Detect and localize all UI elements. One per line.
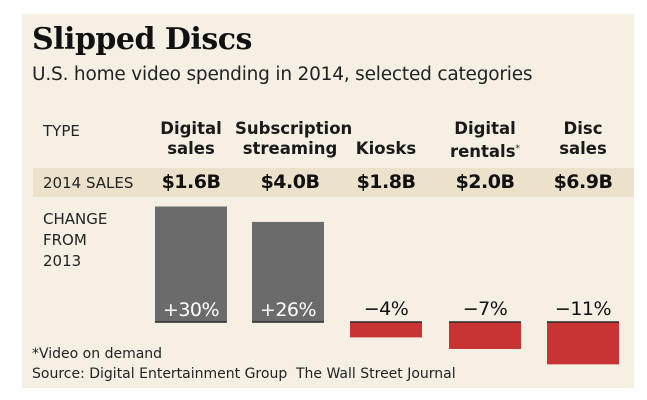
- bar-2: [350, 322, 422, 338]
- chart-subtitle: U.S. home video spending in 2014, select…: [32, 64, 533, 85]
- chart-panel: [22, 14, 634, 388]
- column-header-line: Digital: [160, 119, 222, 138]
- change-label-line: CHANGE: [43, 210, 108, 228]
- column-header-subscription-streaming: Subscription streaming: [235, 119, 353, 159]
- column-header-line: sales: [167, 139, 215, 158]
- sales-value-disc-sales: $6.9B: [553, 171, 613, 193]
- sales-row-band: [33, 168, 634, 197]
- bar-value-label-4: −11%: [555, 298, 611, 320]
- sales-row-label: 2014 SALES: [43, 174, 134, 192]
- column-header-digital-rentals: Digital rentals*: [430, 119, 540, 162]
- footnote-mark: *: [515, 144, 521, 154]
- column-header-line: Subscription: [235, 119, 353, 138]
- sales-value-subscription-streaming: $4.0B: [260, 171, 320, 193]
- column-header-line: streaming: [242, 139, 338, 158]
- change-label-line: 2013: [43, 252, 82, 270]
- column-header-kiosks: Kiosks: [331, 119, 441, 159]
- bar-value-label-2: −4%: [364, 298, 409, 320]
- sales-value-digital-sales: $1.6B: [161, 171, 221, 193]
- bar-1: [252, 221, 324, 322]
- column-header-line: Kiosks: [355, 139, 417, 158]
- credit: The Wall Street Journal: [296, 366, 456, 382]
- footnote: *Video on demand: [32, 346, 163, 362]
- sales-value-kiosks: $1.8B: [356, 171, 416, 193]
- change-row-label: CHANGE FROM 2013: [43, 209, 107, 272]
- bar-0: [155, 206, 227, 322]
- column-header-line: sales: [559, 139, 607, 158]
- bar-4: [547, 322, 619, 365]
- column-header-text: rentals: [449, 142, 516, 161]
- column-header-digital-sales: Digital sales: [136, 119, 246, 159]
- column-header-disc-sales: Disc sales: [528, 119, 638, 159]
- type-row-label: TYPE: [43, 122, 80, 140]
- column-header-line: Digital: [454, 119, 516, 138]
- bar-value-label-0: +30%: [163, 299, 219, 321]
- source-note: Source: Digital Entertainment Group: [32, 366, 288, 382]
- column-header-line: Disc: [563, 119, 603, 138]
- bar-value-label-3: −7%: [463, 298, 508, 320]
- bar-value-label-1: +26%: [260, 299, 316, 321]
- chart-title: Slipped Discs: [32, 22, 252, 57]
- change-label-line: FROM: [43, 231, 87, 249]
- column-header-line: rentals*: [430, 139, 540, 162]
- bar-3: [449, 322, 521, 349]
- sales-value-digital-rentals: $2.0B: [455, 171, 515, 193]
